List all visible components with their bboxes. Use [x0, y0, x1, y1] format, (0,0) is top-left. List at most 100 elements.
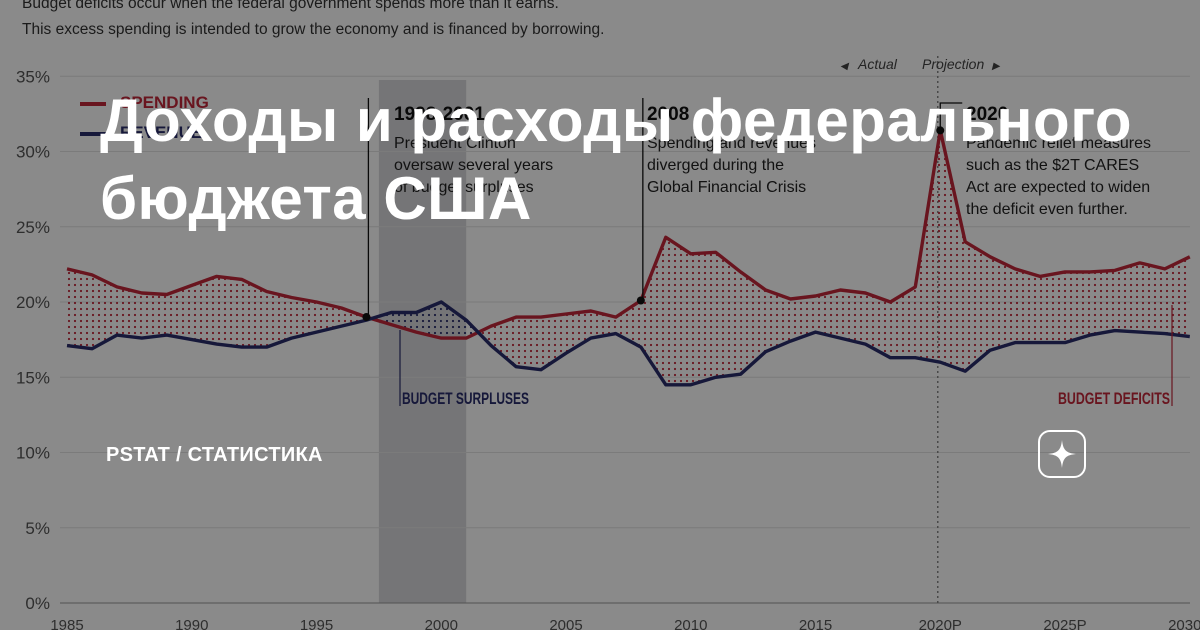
deficit-area-segment	[665, 237, 691, 385]
article-headline: Доходы и расходы федерального бюджета СШ…	[100, 87, 1133, 232]
deficit-area-segment	[940, 130, 966, 372]
y-tick-label: 20%	[16, 293, 50, 312]
budget-deficits-label: BUDGET DEFICITS	[1058, 389, 1170, 408]
x-tick-label: 2005	[549, 617, 582, 630]
deficit-area-segment	[840, 289, 866, 345]
deficit-area-segment	[790, 295, 816, 342]
deficit-area-segment	[890, 286, 916, 358]
x-tick-label: 2010	[674, 617, 707, 630]
deficit-area-segment	[865, 292, 891, 358]
deficit-area-segment	[990, 256, 1016, 351]
legend: SPENDING REVENUE	[80, 93, 209, 142]
annotation-2008: 2008 Spending and revenues diverged duri…	[647, 104, 816, 196]
deficit-area-segment	[1114, 262, 1140, 333]
deficit-area-segment	[516, 317, 542, 370]
deficit-area-segment	[166, 285, 192, 340]
annotation-2020-line-1: Pandemic relief measures	[966, 135, 1151, 152]
deficit-area-segment	[216, 276, 242, 348]
deficit-area-segment	[566, 311, 591, 354]
surplus-period-band	[378, 80, 467, 603]
x-tick-label: 1985	[50, 617, 83, 630]
deficit-area-segment	[341, 308, 367, 327]
budget-surpluses-label: BUDGET SURPLUSES	[402, 389, 529, 408]
deficit-area-segment	[815, 289, 841, 339]
annotation-1998-2001-line-2: oversaw several years	[394, 157, 553, 174]
annotation-2020-line-4: the deficit even further.	[966, 201, 1128, 218]
y-tick-label: 5%	[25, 519, 50, 538]
surplus-area-segment	[391, 312, 417, 333]
deficit-area-segment	[1065, 271, 1090, 343]
annotation-2020-year: 2020	[966, 104, 1008, 125]
annotation-leader	[939, 102, 963, 131]
deficit-area-segment	[690, 252, 716, 385]
deficit-area-segment	[241, 279, 267, 348]
deficit-area-segment	[715, 252, 741, 378]
subtitle-line-2: This excess spending is intended to grow…	[22, 21, 604, 38]
annotation-2008-year: 2008	[647, 104, 689, 125]
deficit-area-segment	[1040, 271, 1065, 343]
annotation-2020: 2020 Pandemic relief measures such as th…	[966, 104, 1151, 218]
x-tick-label: 1990	[175, 617, 208, 630]
x-tick-label: 2020P	[919, 617, 962, 630]
source-label[interactable]: PSTAT / СТАТИСТИКА	[106, 444, 323, 466]
deficit-area-segment	[191, 276, 217, 345]
deficit-area-segment	[1015, 268, 1041, 343]
deficit-area-segment	[141, 292, 167, 339]
annotation-1998-2001-year: 1998-2001	[394, 104, 485, 125]
x-tick-label: 2025P	[1043, 617, 1086, 630]
y-tick-label: 0%	[25, 594, 50, 613]
deficit-area-segment	[915, 130, 941, 363]
annotation-1998-2001-marker	[362, 313, 371, 322]
deficit-area-segment	[1164, 256, 1190, 337]
surplus-area-segment	[441, 302, 467, 339]
annotation-2008-line-2: diverged during the	[647, 157, 784, 174]
deficit-area-segment	[291, 297, 317, 339]
sparkle-icon	[1048, 440, 1076, 468]
deficit-area-segment	[640, 237, 666, 385]
annotation-2008-line-3: Global Financial Crisis	[647, 179, 806, 196]
annotation-2020-line-3: Act are expected to widen	[966, 179, 1150, 196]
subtitle-line-1: Budget deficits occur when the federal g…	[22, 0, 559, 12]
legend-revenue-label: REVENUE	[120, 123, 202, 142]
deficit-area-segment	[266, 291, 292, 348]
x-tick-label: 1995	[300, 617, 333, 630]
x-tick-label: 2000	[425, 617, 458, 630]
y-tick-label: 15%	[16, 368, 50, 387]
projection-label: Projection	[922, 56, 984, 72]
deficit-area-segment	[765, 289, 791, 352]
y-tick-label: 30%	[16, 143, 50, 162]
y-tick-label: 25%	[16, 218, 50, 237]
deficit-area-segment	[965, 241, 991, 372]
annotation-1998-2001: 1998-2001 President Clinton oversaw seve…	[394, 104, 553, 196]
actual-label: Actual	[857, 56, 898, 72]
deficit-area-segment	[491, 317, 517, 367]
spending-line	[66, 128, 1191, 340]
deficit-area-segment	[1089, 270, 1115, 336]
deficit-area-segment	[91, 274, 117, 349]
y-tick-label: 35%	[16, 67, 50, 86]
annotation-1998-2001-line-1: President Clinton	[394, 135, 516, 152]
revenue-line	[66, 300, 1191, 387]
deficit-area-segment	[316, 302, 342, 333]
deficit-area-segment	[1139, 262, 1165, 334]
actual-arrow-icon: ◀	[840, 61, 850, 72]
deficit-area-segment	[740, 271, 766, 375]
legend-spending-label: SPENDING	[120, 93, 209, 112]
projection-arrow-icon: ▶	[991, 61, 1001, 72]
period-labels: ◀ Actual Projection ▶	[840, 56, 1001, 72]
deficit-area-segment	[116, 286, 142, 339]
y-tick-label: 10%	[16, 444, 50, 463]
area-labels: BUDGET SURPLUSES BUDGET DEFICITS	[402, 389, 1170, 408]
annotations: 1998-2001 President Clinton oversaw seve…	[394, 104, 1151, 218]
x-tick-label: 2015	[799, 617, 832, 630]
annotation-2020-line-2: such as the $2T CARES	[966, 157, 1139, 174]
deficit-area-segment	[590, 311, 616, 339]
annotation-2008-line-1: Spending and revenues	[647, 135, 816, 152]
annotation-2008-marker	[636, 296, 645, 305]
annotation-2020-marker	[936, 126, 945, 135]
annotation-1998-2001-line-3: of budget surpluses	[394, 179, 534, 196]
deficit-area-segment	[67, 268, 92, 349]
x-tick-label: 2030P	[1168, 617, 1200, 630]
brand-badge[interactable]	[1038, 430, 1086, 478]
